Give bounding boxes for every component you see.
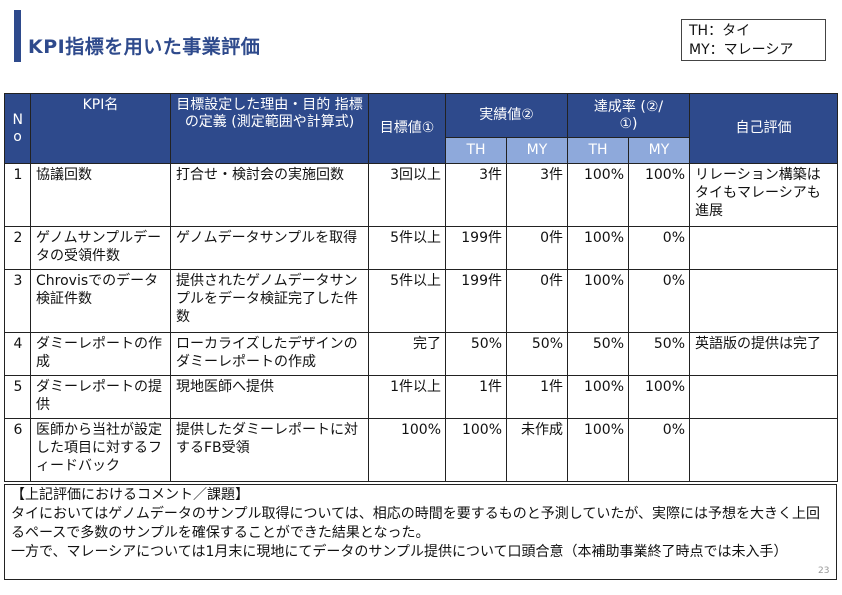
title-accent-bar	[14, 10, 21, 62]
row-actual-my: 50%	[506, 332, 568, 376]
row-rate-my: 100%	[628, 163, 690, 227]
row-kpi-name: ダミーレポートの作成	[30, 332, 171, 376]
header-self-eval: 自己評価	[689, 93, 838, 164]
row-target: 完了	[368, 332, 446, 376]
row-rate-th: 100%	[567, 418, 629, 482]
header-actual-my: MY	[506, 137, 568, 164]
comment-paragraph: タイにおいてはゲノムデータのサンプル取得については、相応の時間を要するものと予測…	[11, 506, 821, 541]
header-reason: 目標設定した理由・目的 指標の定義 (測定範囲や計算式)	[170, 93, 369, 164]
row-target: 5件以上	[368, 226, 446, 270]
row-self-eval	[689, 375, 838, 419]
row-self-eval: 英語版の提供は完了	[689, 332, 838, 376]
header-no: No	[4, 93, 31, 164]
row-no: 4	[4, 332, 31, 376]
row-actual-my: 0件	[506, 269, 568, 333]
row-no: 6	[4, 418, 31, 482]
row-self-eval: リレーション構築はタイもマレーシアも進展	[689, 163, 838, 227]
row-rate-my: 50%	[628, 332, 690, 376]
kpi-table: No KPI名 目標設定した理由・目的 指標の定義 (測定範囲や計算式) 目標値…	[4, 93, 838, 482]
row-kpi-name: ダミーレポートの提供	[30, 375, 171, 419]
row-rate-my: 0%	[628, 226, 690, 270]
row-self-eval	[689, 226, 838, 270]
row-reason: ローカライズしたデザインのダミーレポートの作成	[170, 332, 369, 376]
row-actual-my: 1件	[506, 375, 568, 419]
row-kpi-name: 協議回数	[30, 163, 171, 227]
row-kpi-name: ゲノムサンプルデータの受領件数	[30, 226, 171, 270]
row-no: 1	[4, 163, 31, 227]
header-actual-th: TH	[445, 137, 507, 164]
header-target: 目標値①	[368, 93, 446, 164]
row-actual-my: 未作成	[506, 418, 568, 482]
row-reason: 提供したダミーレポートに対するFB受領	[170, 418, 369, 482]
header-kpi-name: KPI名	[30, 93, 171, 164]
row-self-eval	[689, 269, 838, 333]
comment-paragraph: 一方で、マレーシアについては1月末に現地にてデータのサンプル提供について口頭合意…	[11, 544, 788, 560]
table-row: 1 協議回数 打合せ・検討会の実施回数 3回以上 3件 3件 100% 100%…	[4, 163, 838, 227]
row-no: 5	[4, 375, 31, 419]
row-actual-th: 100%	[445, 418, 507, 482]
header-rate-th: TH	[567, 137, 629, 164]
row-rate-th: 100%	[567, 226, 629, 270]
header-actual: 実績値②	[445, 93, 568, 138]
table-row: 6 医師から当社が設定した項目に対するフィードバック 提供したダミーレポートに対…	[4, 418, 838, 482]
table-row: 5 ダミーレポートの提供 現地医師へ提供 1件以上 1件 1件 100% 100…	[4, 375, 838, 419]
legend-th: TH：タイ	[689, 23, 751, 39]
row-target: 3回以上	[368, 163, 446, 227]
comment-box: 【上記評価におけるコメント／課題】 タイにおいてはゲノムデータのサンプル取得につ…	[4, 484, 837, 580]
row-rate-th: 50%	[567, 332, 629, 376]
row-actual-th: 199件	[445, 269, 507, 333]
comment-heading: 【上記評価におけるコメント／課題】	[11, 487, 249, 503]
row-actual-th: 199件	[445, 226, 507, 270]
country-legend: TH：タイ MY：マレーシア	[681, 19, 826, 61]
row-actual-my: 0件	[506, 226, 568, 270]
row-target: 5件以上	[368, 269, 446, 333]
table-row: 3 Chrovisでのデータ検証件数 提供されたゲノムデータサンプルをデータ検証…	[4, 269, 838, 333]
row-target: 100%	[368, 418, 446, 482]
row-self-eval	[689, 418, 838, 482]
row-actual-th: 1件	[445, 375, 507, 419]
row-reason: 提供されたゲノムデータサンプルをデータ検証完了した件数	[170, 269, 369, 333]
row-actual-th: 3件	[445, 163, 507, 227]
row-reason: 打合せ・検討会の実施回数	[170, 163, 369, 227]
row-actual-th: 50%	[445, 332, 507, 376]
row-rate-th: 100%	[567, 375, 629, 419]
row-no: 3	[4, 269, 31, 333]
page-title: KPI指標を用いた事業評価	[28, 36, 261, 58]
row-rate-my: 0%	[628, 269, 690, 333]
row-target: 1件以上	[368, 375, 446, 419]
row-rate-th: 100%	[567, 269, 629, 333]
page-number: 23	[818, 566, 830, 576]
header-achievement: 達成率 (②/①)	[567, 93, 690, 138]
row-rate-my: 0%	[628, 418, 690, 482]
row-rate-th: 100%	[567, 163, 629, 227]
row-rate-my: 100%	[628, 375, 690, 419]
row-no: 2	[4, 226, 31, 270]
row-reason: 現地医師へ提供	[170, 375, 369, 419]
row-reason: ゲノムデータサンプルを取得	[170, 226, 369, 270]
header-rate-my: MY	[628, 137, 690, 164]
table-row: 4 ダミーレポートの作成 ローカライズしたデザインのダミーレポートの作成 完了 …	[4, 332, 838, 376]
table-row: 2 ゲノムサンプルデータの受領件数 ゲノムデータサンプルを取得 5件以上 199…	[4, 226, 838, 270]
row-kpi-name: Chrovisでのデータ検証件数	[30, 269, 171, 333]
row-kpi-name: 医師から当社が設定した項目に対するフィードバック	[30, 418, 171, 482]
legend-my: MY：マレーシア	[689, 42, 794, 58]
row-actual-my: 3件	[506, 163, 568, 227]
